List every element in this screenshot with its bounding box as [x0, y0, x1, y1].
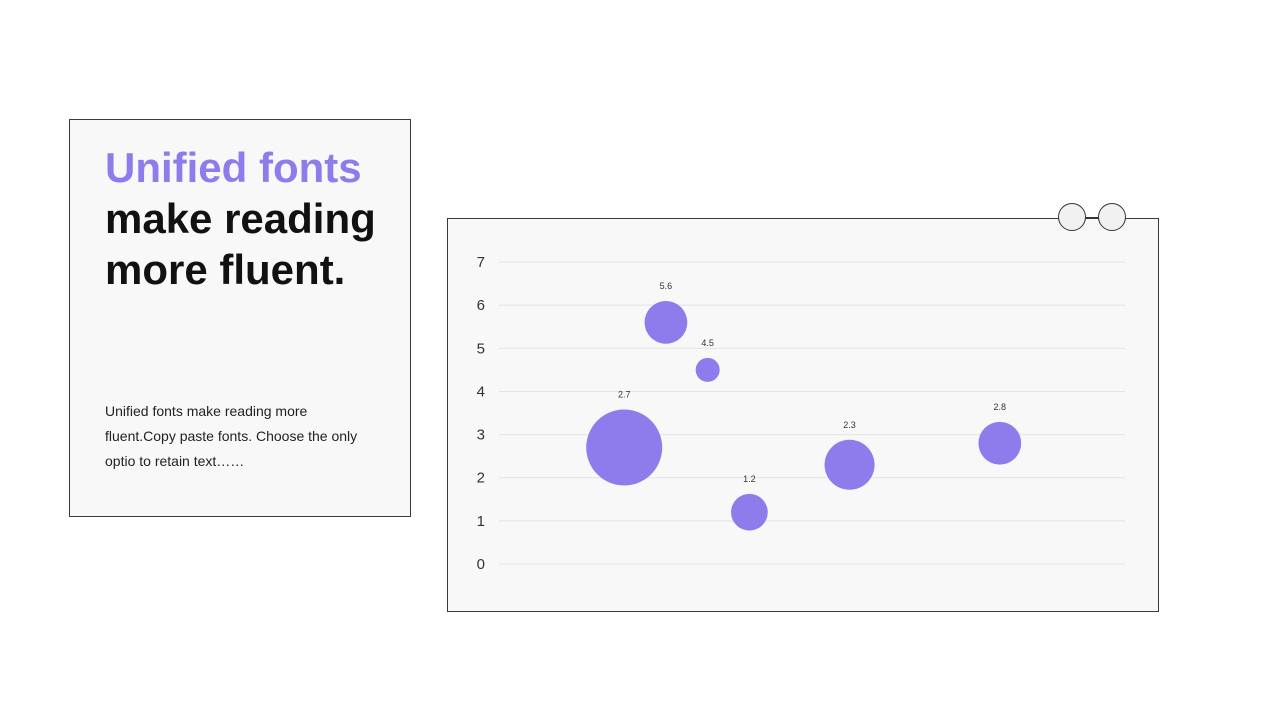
bubble [586, 409, 663, 486]
bubble [644, 301, 688, 344]
y-tick-label: 1 [477, 513, 485, 530]
y-tick-label: 0 [477, 556, 485, 573]
y-tick-label: 3 [477, 427, 485, 444]
decorative-connector [1086, 217, 1098, 218]
headline-accent: Unified fonts [105, 144, 362, 191]
bubble [731, 493, 768, 531]
bubble-layer [586, 301, 1022, 531]
data-label-layer: 2.7 5.6 4.5 1.2 2.3 2.8 [618, 281, 1006, 484]
headline: Unified fonts make reading more fluent. [105, 142, 385, 295]
bubble-chart: 0 1 2 3 4 5 6 7 2.7 5.6 4.5 1.2 2.3 2.8 [477, 254, 1125, 573]
data-label: 4.5 [701, 338, 714, 348]
bubble [824, 439, 875, 490]
data-label: 1.2 [743, 474, 756, 484]
y-axis-ticks: 0 1 2 3 4 5 6 7 [477, 254, 485, 573]
decorative-circle-right [1098, 203, 1126, 231]
bubble [978, 421, 1022, 465]
body-text: Unified fonts make reading more fluent.C… [105, 403, 358, 469]
grid-layer [499, 261, 1125, 565]
chart-card [447, 218, 1159, 612]
data-label: 2.8 [994, 402, 1007, 412]
decorative-circle-left [1058, 203, 1086, 231]
data-label: 2.7 [618, 390, 631, 400]
y-tick-label: 5 [477, 340, 485, 357]
y-tick-label: 2 [477, 470, 485, 487]
y-tick-label: 6 [477, 297, 485, 314]
text-card: Unified fonts make reading more fluent. … [69, 119, 411, 517]
data-label: 5.6 [660, 281, 673, 291]
headline-rest: make reading more fluent. [105, 195, 376, 293]
y-tick-label: 4 [477, 383, 485, 400]
y-tick-label: 7 [477, 254, 485, 271]
data-label: 2.3 [843, 420, 856, 430]
bubble [695, 357, 720, 382]
